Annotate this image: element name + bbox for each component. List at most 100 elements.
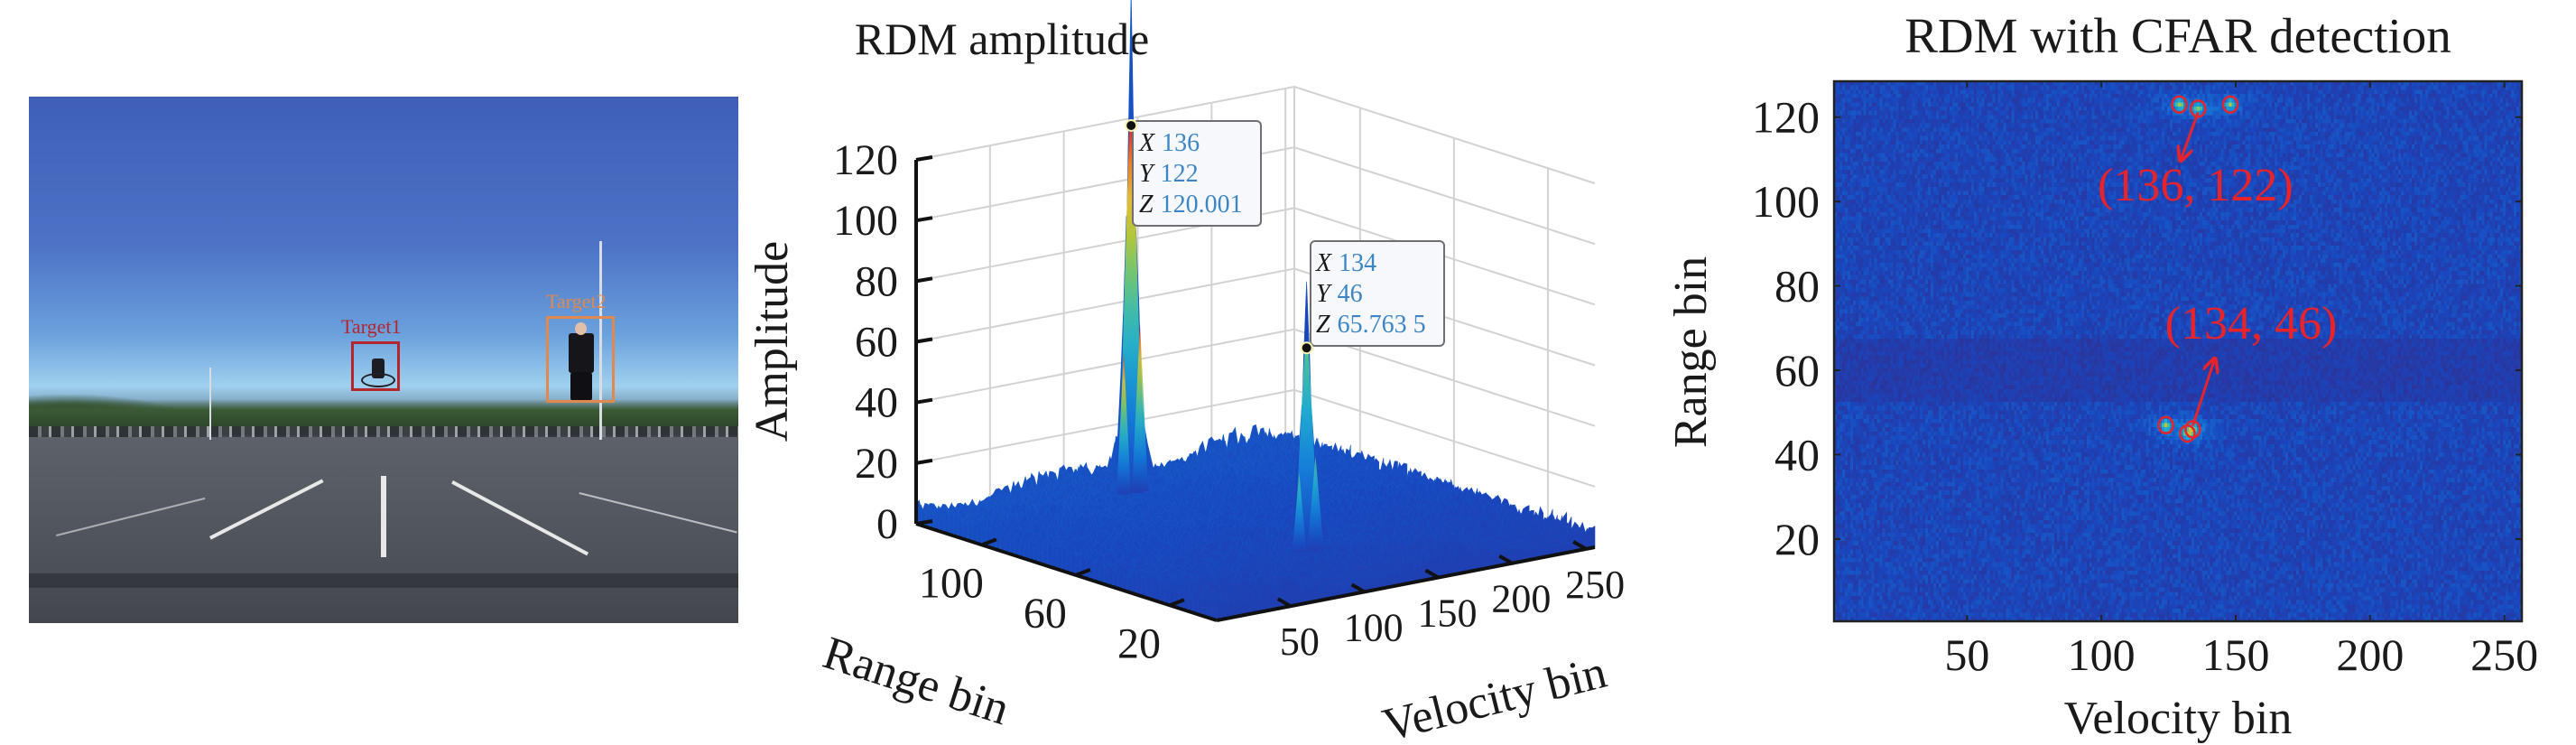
target1-label: Target1 [341, 315, 402, 338]
y-tick-label: 20 [1117, 619, 1161, 667]
y-tick-label: 60 [1774, 345, 1820, 396]
x-axis-line [1216, 545, 1596, 622]
surface-side-lobe [1117, 352, 1132, 495]
bicycle-figure [361, 373, 395, 387]
x-tick-label: 200 [1491, 577, 1551, 621]
z-tick-label: 120 [833, 136, 898, 184]
datatip-2-y-key: Y [1316, 280, 1333, 308]
x-tick [1498, 554, 1514, 565]
datatip-2-x-value: 134 [1339, 249, 1376, 277]
target2-label: Target2 [546, 290, 607, 312]
pedestrian-head [575, 322, 587, 335]
datatip-marker[interactable] [1300, 341, 1313, 355]
datatip-2[interactable]: X 134 Y 46 Z 65.763 5 [1310, 240, 1445, 347]
annotation-arrow [2191, 359, 2214, 426]
surface-side-lobe [1292, 472, 1307, 553]
datatip-2-z-value: 65.763 5 [1338, 311, 1426, 339]
z-tick-label: 60 [855, 319, 898, 367]
z-gridline [915, 328, 1596, 427]
z-tick [915, 155, 933, 162]
x-tick-label: 50 [1280, 619, 1320, 664]
datatip-1-z-key: Z [1139, 191, 1154, 219]
x-tick-label: 100 [1344, 605, 1404, 649]
datatip-2-x: X 134 [1315, 249, 1376, 277]
chart-title: RDM with CFAR detection [1904, 8, 2451, 63]
pedestrian-torso [569, 333, 594, 373]
datatip-1-box [1132, 120, 1262, 227]
x-tick [1572, 540, 1588, 551]
cfar-detection-circle[interactable] [2171, 95, 2188, 114]
z-tick-label: 20 [855, 440, 898, 488]
annotations: (136, 122) (134, 46) [2098, 111, 2338, 426]
y-axis-label: Range bin [1665, 256, 1717, 448]
tick-labels: 0 20 40 60 80 100 120 50 100 150 200 250 20 60 100 [833, 136, 1625, 667]
datatip-marker[interactable] [1125, 118, 1138, 132]
datatip-1-y-key: Y [1139, 160, 1156, 188]
annotation-arrow [2181, 111, 2200, 159]
surface-strip [1216, 526, 1596, 621]
y-tick [981, 537, 997, 547]
camera-photo [29, 97, 738, 623]
x-axis-label: Velocity bin [2064, 693, 2293, 744]
datatip-1-z: Z 120.001 [1139, 191, 1243, 219]
datatip-1-y-value: 122 [1161, 160, 1199, 188]
x-tick [1276, 597, 1292, 608]
photo-light-pole-far [209, 368, 211, 440]
rdm-amplitude-3d-chart: RDM amplitude 0 20 40 60 80 100 120 50 100 150 200… [746, 0, 1625, 745]
plot-frame [1832, 79, 2524, 623]
chart-title: RDM amplitude [855, 14, 1149, 64]
datatip-markers [1125, 118, 1313, 355]
datatip-2-y: Y 46 [1316, 280, 1363, 308]
z-tick [915, 519, 933, 526]
z-tick-label: 0 [876, 500, 898, 548]
y-axis-line [915, 522, 1218, 622]
surface-side-lobe [1307, 455, 1324, 550]
cfar-detection-circle[interactable] [2184, 420, 2201, 439]
x-tick [1424, 568, 1440, 580]
datatip-1-y: Y 122 [1139, 160, 1199, 188]
annotation-label: (136, 122) [2098, 160, 2293, 211]
z-tick [915, 397, 933, 405]
y-tick-label: 100 [919, 559, 984, 607]
y-tick-label: 120 [1752, 92, 1820, 143]
tick-marks-and-labels: 50 100 150 200 250 20 40 60 80 100 120 [1752, 81, 2538, 680]
y-tick-label: 80 [1774, 261, 1820, 312]
rdm-heatmap-image [1834, 81, 2522, 621]
y-tick-label: 40 [1774, 429, 1820, 480]
cfar-detections [2157, 95, 2239, 443]
datatip-2-x-key: X [1315, 249, 1332, 277]
z-axis-label: Amplitude [746, 241, 798, 442]
pedestrian-legs [570, 372, 592, 401]
photo-lane-line [381, 476, 386, 557]
surface-side-lobe [1132, 323, 1149, 492]
x-axis-label: Velocity bin [1377, 647, 1611, 745]
rdm-cfar-chart: RDM with CFAR detection 50 100 150 200 250 20… [1665, 8, 2538, 744]
cfar-detection-circle[interactable] [2190, 99, 2207, 118]
y-tick-label: 100 [1752, 176, 1820, 227]
x-tick-label: 50 [1944, 629, 1989, 680]
z-gridline [915, 267, 1596, 367]
datatip-1[interactable]: X 136 Y 122 Z 120.001 [1132, 120, 1262, 227]
x-tick-label: 150 [1418, 591, 1478, 636]
y-tick-label: 60 [1024, 590, 1067, 638]
photo-parked-cars [29, 426, 738, 437]
datatip-1-x-value: 136 [1162, 129, 1200, 157]
z-tick [915, 216, 933, 223]
target2-bounding-box [546, 316, 615, 403]
y-tick-label: 20 [1774, 514, 1820, 564]
cfar-detection-circle[interactable] [2221, 95, 2239, 114]
x-tick [1350, 582, 1366, 594]
z-tick [915, 276, 933, 284]
z-tick [915, 458, 933, 465]
x-tick-label: 150 [2201, 629, 2269, 680]
y-tick [1075, 567, 1091, 577]
x-tick-label: 200 [2336, 629, 2404, 680]
datatip-2-z-key: Z [1316, 311, 1330, 339]
z-tick [915, 337, 933, 344]
annotation-label: (134, 46) [2165, 298, 2338, 349]
surface-plot [915, 0, 1596, 621]
datatip-1-z-value: 120.001 [1161, 191, 1243, 219]
cfar-detection-circle[interactable] [2157, 415, 2174, 435]
x-tick-label: 100 [2068, 629, 2136, 680]
datatip-2-y-value: 46 [1338, 280, 1363, 308]
